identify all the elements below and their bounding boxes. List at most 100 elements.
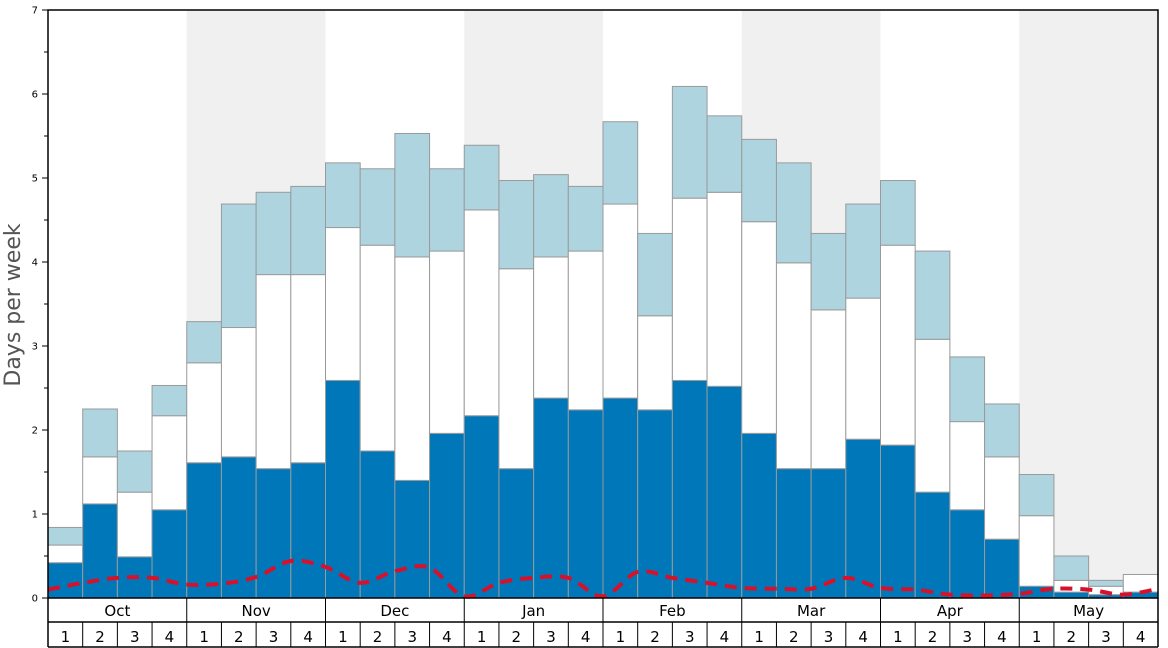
- bar-week-8-segment-3: [290, 185, 326, 276]
- week-label: 3: [685, 628, 695, 646]
- bar-week-9-segment-2: [325, 227, 361, 381]
- y-tick-label: 4: [32, 258, 38, 269]
- bar-week-19-segment-3: [671, 85, 708, 199]
- month-label-mar: Mar: [797, 602, 826, 620]
- bar-week-13-segment-2: [463, 209, 500, 417]
- week-label: 4: [303, 628, 313, 646]
- week-label: 4: [1136, 628, 1146, 646]
- bar-week-26-segment-1: [914, 491, 951, 599]
- bar-week-14-segment-2: [498, 268, 535, 470]
- bar-week-9-segment-3: [325, 162, 361, 229]
- bar-week-7-segment-3: [255, 191, 292, 276]
- bar-week-10-segment-1: [359, 450, 396, 599]
- week-label: 2: [234, 628, 244, 646]
- bar-week-18-segment-3: [637, 232, 673, 317]
- week-label: 2: [650, 628, 660, 646]
- bar-week-20-segment-3: [706, 115, 743, 193]
- bar-week-28-segment-2: [984, 456, 1020, 540]
- week-label: 3: [269, 628, 279, 646]
- month-label-nov: Nov: [241, 602, 270, 620]
- bar-week-17-segment-3: [602, 121, 639, 205]
- bar-week-22-segment-2: [775, 262, 812, 470]
- dashed-line: [47, 558, 1159, 599]
- bar-week-18-segment-1: [637, 409, 673, 599]
- bar-week-18-segment-2: [637, 315, 673, 411]
- bar-week-27-segment-3: [949, 356, 986, 423]
- y-tick-label: 1: [32, 510, 38, 521]
- bar-week-23-segment-3: [810, 232, 847, 311]
- bar-week-16-segment-1: [567, 409, 604, 599]
- bar-week-4-segment-3: [151, 384, 188, 417]
- bar-week-7-segment-2: [255, 274, 292, 470]
- week-label: 1: [616, 628, 626, 646]
- bar-week-29-segment-3: [1018, 474, 1055, 517]
- bar-week-21-segment-3: [741, 138, 777, 223]
- bar-week-20-segment-1: [706, 385, 743, 599]
- bar-week-6-segment-2: [220, 327, 257, 458]
- month-label-may: May: [1073, 602, 1104, 620]
- month-label-apr: Apr: [937, 602, 964, 620]
- bar-week-6-segment-1: [220, 456, 257, 599]
- month-label-jan: Jan: [521, 602, 545, 620]
- bar-week-17-segment-1: [602, 397, 639, 599]
- y-tick-label: 5: [32, 174, 38, 185]
- bar-week-20-segment-2: [706, 191, 743, 387]
- y-axis-label: Days per week: [1, 223, 26, 386]
- bar-week-1-segment-2: [47, 544, 84, 564]
- bar-week-15-segment-1: [533, 397, 569, 599]
- bar-week-28-segment-1: [984, 538, 1020, 599]
- bar-week-3-segment-3: [116, 450, 153, 493]
- bar-week-16-segment-3: [567, 185, 604, 252]
- bar-week-23-segment-1: [810, 468, 847, 599]
- week-label: 2: [95, 628, 105, 646]
- bar-week-24-segment-2: [845, 297, 881, 440]
- bar-week-12-segment-2: [429, 250, 465, 434]
- bar-week-25-segment-2: [880, 244, 916, 446]
- week-label: 2: [512, 628, 522, 646]
- bar-week-3-segment-2: [116, 491, 153, 558]
- bar-week-32-segment-2: [1122, 573, 1159, 593]
- week-label: 2: [373, 628, 383, 646]
- bar-week-8-segment-2: [290, 274, 326, 464]
- bar-week-25-segment-3: [880, 180, 916, 246]
- bar-week-5-segment-2: [186, 362, 222, 464]
- week-label: 1: [754, 628, 764, 646]
- month-label-feb: Feb: [659, 602, 686, 620]
- bar-week-5-segment-3: [186, 321, 222, 364]
- bar-week-30-segment-3: [1053, 555, 1090, 581]
- bar-week-26-segment-2: [914, 338, 951, 493]
- week-label: 3: [962, 628, 972, 646]
- bar-week-24-segment-1: [845, 438, 881, 599]
- y-tick-label: 6: [32, 90, 38, 101]
- bar-week-5-segment-1: [186, 462, 222, 599]
- bar-week-6-segment-3: [220, 203, 257, 329]
- bar-week-21-segment-1: [741, 432, 777, 599]
- bar-week-17-segment-2: [602, 203, 639, 399]
- bar-week-29-segment-2: [1018, 515, 1055, 587]
- week-label: 3: [1101, 628, 1111, 646]
- bar-week-30-segment-1: [1053, 591, 1090, 599]
- y-tick-label: 2: [32, 426, 38, 437]
- x-axis: Oct 1 2 3 4 Nov 1 2 3 4 Dec 1 2 3 4 Jan 1 2 3 4 Feb 1 2 3 4 Mar 1 2…: [47, 598, 1159, 648]
- y-tick-label: 0: [32, 594, 38, 605]
- bar-week-15-segment-3: [533, 174, 569, 258]
- week-label: 4: [442, 628, 452, 646]
- week-label: 3: [824, 628, 834, 646]
- bar-week-10-segment-2: [359, 244, 396, 452]
- week-label: 4: [165, 628, 175, 646]
- bar-week-8-segment-1: [290, 462, 326, 599]
- month-label-oct: Oct: [104, 602, 130, 620]
- week-label: 4: [858, 628, 868, 646]
- bar-week-4-segment-1: [151, 509, 188, 599]
- week-label: 4: [720, 628, 730, 646]
- bar-week-1-segment-3: [47, 526, 84, 546]
- week-label: 2: [789, 628, 799, 646]
- bar-week-27-segment-1: [949, 509, 986, 599]
- bar-week-13-segment-1: [463, 415, 500, 599]
- bar-week-14-segment-3: [498, 180, 535, 270]
- week-label: 1: [199, 628, 209, 646]
- bar-week-25-segment-1: [880, 444, 916, 599]
- bar-week-16-segment-2: [567, 250, 604, 411]
- week-label: 1: [477, 628, 487, 646]
